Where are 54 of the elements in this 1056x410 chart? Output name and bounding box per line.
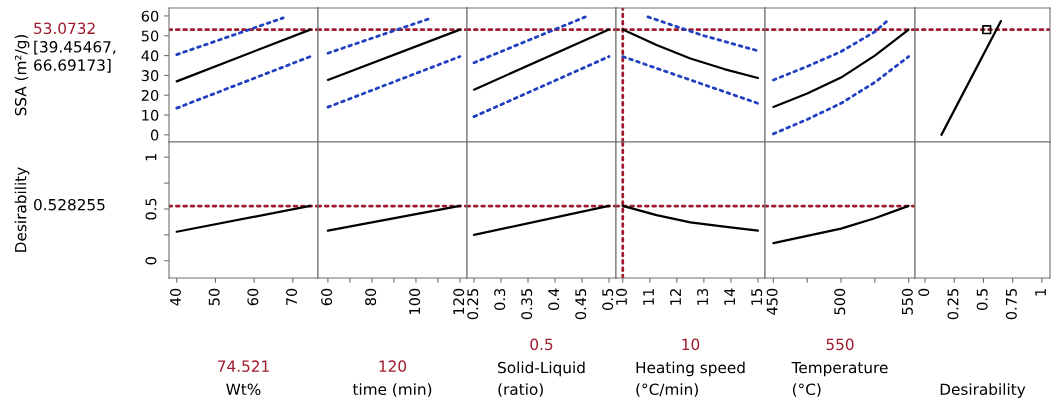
x-tick-label: 0.4 (548, 288, 560, 310)
x-tick-label: 10 (615, 288, 627, 305)
x-tick-label: 40 (169, 288, 181, 306)
y-tick-label: 20 (141, 89, 159, 101)
x-tick-label: 0.5 (602, 289, 614, 310)
x-axis-title: Heating speed (°C/min) (636, 361, 745, 397)
x-axis-title: Solid-Liquid (ratio) (498, 361, 585, 397)
x-tick-label: 50 (208, 288, 220, 306)
x-axis-title: time (min) (352, 383, 432, 397)
y-tick-label: 1 (145, 153, 157, 161)
x-tick-label: 13 (697, 288, 709, 305)
text: 0.5 (530, 338, 553, 351)
y-tick-label: 40 (141, 50, 159, 62)
text: 74.521 (218, 360, 269, 372)
y-tick-label: 0 (145, 257, 157, 265)
x-tick-label: 1 (1035, 289, 1046, 296)
x-tick-label: 0.25 (947, 289, 959, 320)
text: 550 (826, 338, 854, 351)
x-tick-label: 450 (766, 288, 778, 315)
y-tick-label: 0 (150, 129, 159, 141)
text: 0.528255 (34, 198, 105, 211)
text: 120 (379, 360, 407, 372)
x-tick-label: 60 (247, 288, 259, 306)
x-tick-label: 11 (643, 289, 654, 305)
y-axis-title: SSA (m²/g) (14, 34, 30, 116)
text: [39.45467, 66.69173] (34, 40, 116, 73)
y-tick-label: 0.5 (145, 198, 157, 220)
x-tick-label: 60 (321, 288, 333, 306)
y-tick-label: 60 (141, 10, 159, 22)
ref-line-label: 53.0732 (34, 22, 95, 35)
x-axis-title: Temperature (°C) (791, 361, 888, 397)
x-tick-label: 12 (670, 289, 681, 305)
x-tick-label: 70 (286, 288, 298, 306)
text: 10 (682, 338, 700, 351)
x-tick-label: 120 (453, 288, 465, 314)
x-tick-label: 0.75 (1005, 289, 1017, 320)
y-axis-title: Desirability (14, 167, 30, 252)
x-tick-label: 0.25 (467, 289, 479, 320)
x-axis-title: Desirability (940, 383, 1026, 398)
x-tick-label: 550 (901, 288, 913, 315)
x-tick-label: 80 (365, 288, 377, 306)
x-tick-label: 0.5 (976, 289, 988, 310)
y-tick-label: 30 (141, 70, 159, 82)
x-tick-label: 0.35 (521, 289, 533, 320)
x-tick-label: 0.45 (575, 289, 587, 320)
y-tick-label: 50 (141, 30, 159, 42)
y-tick-label: 10 (142, 109, 159, 121)
x-tick-label: 500 (834, 288, 846, 315)
x-tick-label: 0 (918, 288, 930, 297)
x-tick-label: 14 (724, 288, 735, 305)
x-tick-label: 0.3 (494, 288, 506, 310)
x-tick-label: 15 (751, 289, 763, 305)
x-axis-title: Wt% (226, 383, 261, 396)
x-tick-label: 100 (409, 288, 421, 314)
